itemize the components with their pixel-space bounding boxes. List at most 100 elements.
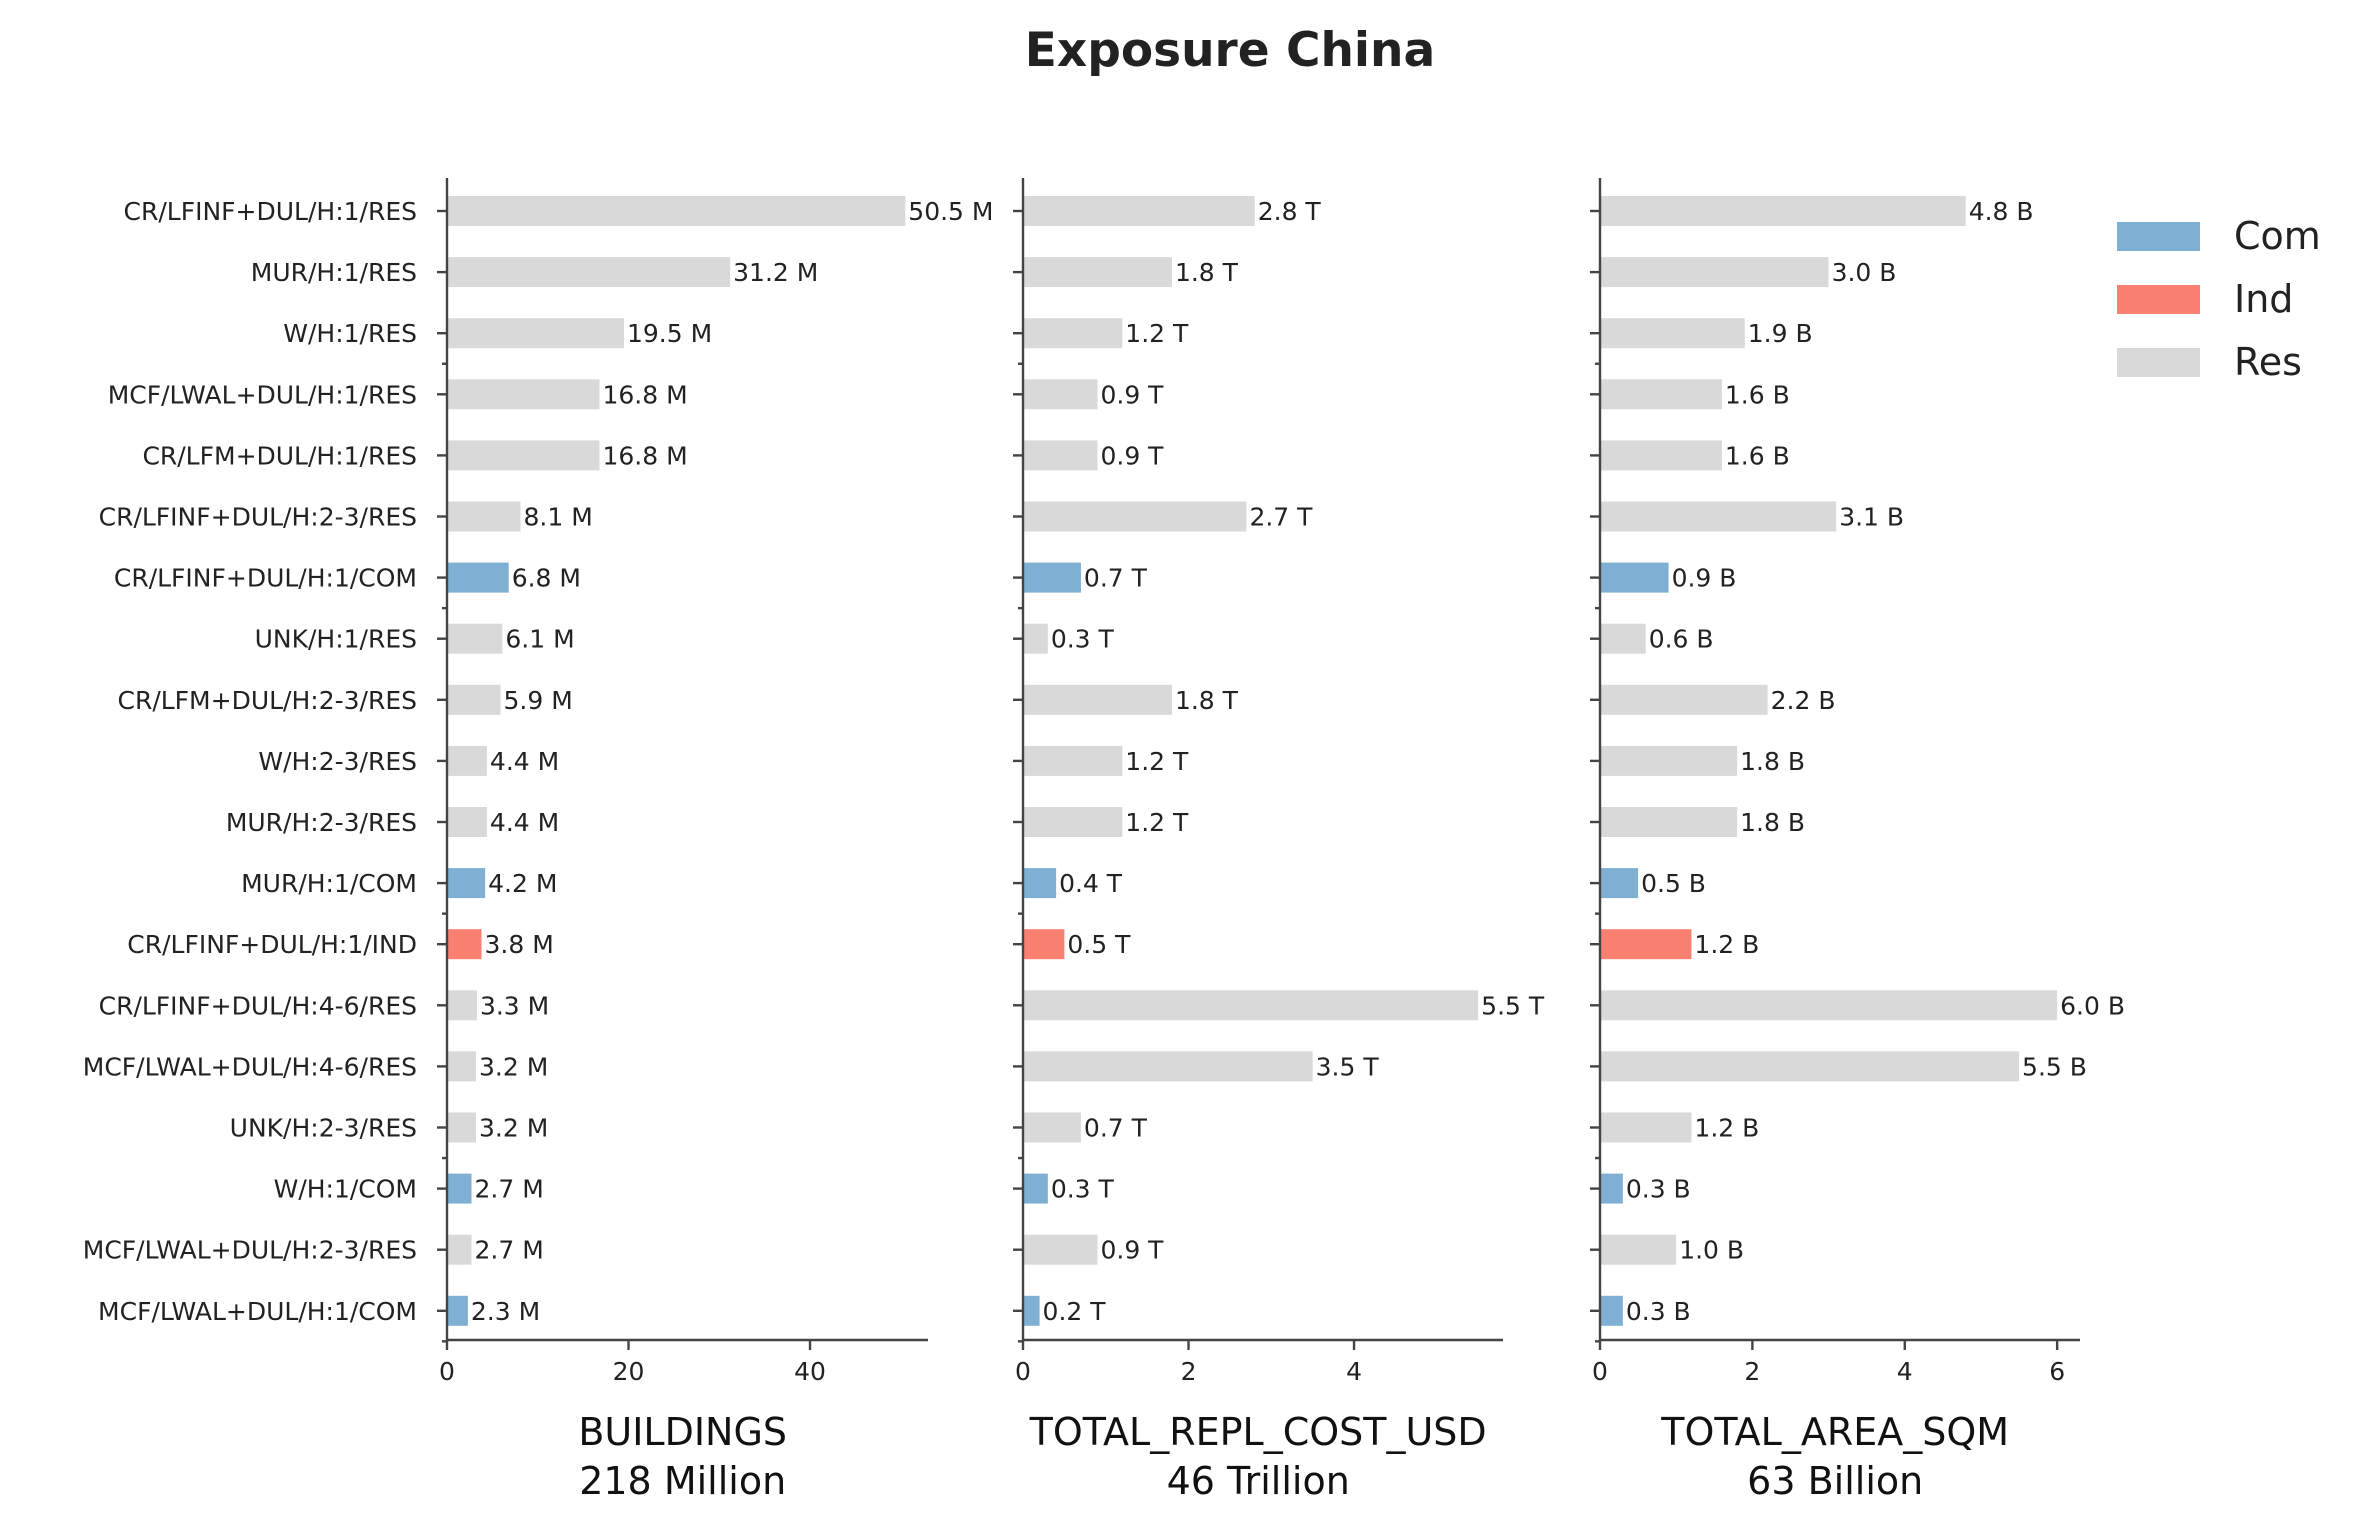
category-label: MCF/LWAL+DUL/H:2-3/RES [83,1236,417,1265]
category-label: CR/LFM+DUL/H:1/RES [142,441,417,470]
x-tick-label: 0 [1592,1357,1608,1386]
data-label: 4.2 M [488,869,557,898]
bar [447,196,906,226]
category-label: CR/LFINF+DUL/H:1/IND [127,930,417,959]
bar [447,440,600,471]
bar [447,1112,477,1143]
data-label: 5.5 T [1481,991,1545,1020]
chart-panels: 50.5 M CR/LFINF+DUL/H:1/RES 31.2 M MUR/H:1/… [83,178,2125,1503]
legend-label: Res [2234,340,2302,384]
bar [1023,1295,1040,1326]
bar [1023,501,1247,532]
legend-item-ind: Ind [2117,277,2293,321]
data-label: 4.4 M [490,747,559,776]
data-label: 31.2 M [733,258,818,287]
category-label: MCF/LWAL+DUL/H:4-6/RES [83,1052,417,1081]
data-label: 0.4 T [1059,869,1123,898]
x-tick-label: 0 [1015,1357,1031,1386]
bar [447,929,482,960]
data-label: 0.3 T [1051,625,1115,654]
bar [447,1051,477,1082]
bar [1023,1173,1048,1204]
x-tick-label: 4 [1346,1357,1362,1386]
category-label: CR/LFINF+DUL/H:1/COM [114,564,417,593]
bar [1023,684,1172,715]
data-label: 0.2 T [1043,1297,1107,1326]
bar [1600,379,1722,410]
data-label: 0.5 B [1641,869,1706,898]
data-label: 0.3 T [1051,1175,1115,1204]
data-label: 1.8 T [1175,258,1239,287]
category-label: MUR/H:1/COM [241,869,417,898]
bar [447,1234,472,1265]
bar [1600,318,1745,349]
data-label: 0.9 T [1100,441,1164,470]
chart-title: Exposure China [1025,23,1435,78]
bar [1600,868,1639,899]
data-label: 1.2 T [1125,808,1189,837]
legend-item-res: Res [2117,340,2302,384]
data-label: 19.5 M [627,319,712,348]
bar [1023,745,1123,776]
data-label: 0.9 B [1672,564,1737,593]
category-label: W/H:1/COM [274,1175,417,1204]
x-tick-label: 0 [439,1357,455,1386]
data-label: 0.5 T [1067,930,1131,959]
bar [1600,196,1966,226]
category-label: UNK/H:1/RES [255,625,417,654]
data-label: 3.1 B [1839,503,1904,532]
x-axis-title: TOTAL_AREA_SQM [1660,1410,2009,1454]
bar [447,745,487,776]
bar [1023,990,1479,1021]
data-label: 16.8 M [602,380,687,409]
legend-label: Com [2234,214,2321,258]
legend-swatch [2117,222,2200,251]
bar [1023,562,1081,593]
bar [1023,807,1123,837]
bar [447,868,486,899]
bar [1023,868,1057,899]
data-label: 1.2 B [1694,1114,1759,1143]
bar [447,501,521,532]
bar [1600,1295,1623,1326]
x-tick-label: 4 [1897,1357,1913,1386]
x-tick-label: 20 [613,1357,645,1386]
bar [447,990,477,1021]
data-label: 3.2 M [479,1114,548,1143]
category-label: W/H:2-3/RES [258,747,417,776]
data-label: 1.8 T [1175,686,1239,715]
x-axis-subtitle: 63 Billion [1747,1459,1923,1503]
data-label: 3.5 T [1316,1052,1380,1081]
legend-label: Ind [2234,277,2293,321]
bar [1600,1051,2020,1082]
bar [1023,196,1255,226]
data-label: 1.8 B [1740,808,1805,837]
bar [447,562,509,593]
data-label: 1.2 T [1125,319,1189,348]
data-label: 2.3 M [471,1297,540,1326]
data-label: 1.6 B [1725,380,1790,409]
bar [447,1295,468,1326]
bar [1600,1173,1623,1204]
category-label: MUR/H:1/RES [251,258,417,287]
data-label: 1.6 B [1725,441,1790,470]
data-label: 3.3 M [480,991,549,1020]
data-label: 16.8 M [602,441,687,470]
data-label: 8.1 M [524,503,593,532]
data-label: 0.9 T [1100,380,1164,409]
x-axis-subtitle: 46 Trillion [1167,1459,1350,1503]
bar [1023,623,1048,654]
bar [1600,745,1738,776]
data-label: 6.0 B [2060,991,2125,1020]
data-label: 0.3 B [1626,1175,1691,1204]
data-label: 0.9 T [1100,1236,1164,1265]
data-label: 0.7 T [1084,564,1148,593]
data-label: 1.8 B [1740,747,1805,776]
data-label: 2.7 M [475,1236,544,1265]
data-label: 2.7 M [475,1175,544,1204]
data-label: 0.3 B [1626,1297,1691,1326]
bar [447,623,503,654]
bar [447,318,624,349]
category-label: MUR/H:2-3/RES [226,808,417,837]
